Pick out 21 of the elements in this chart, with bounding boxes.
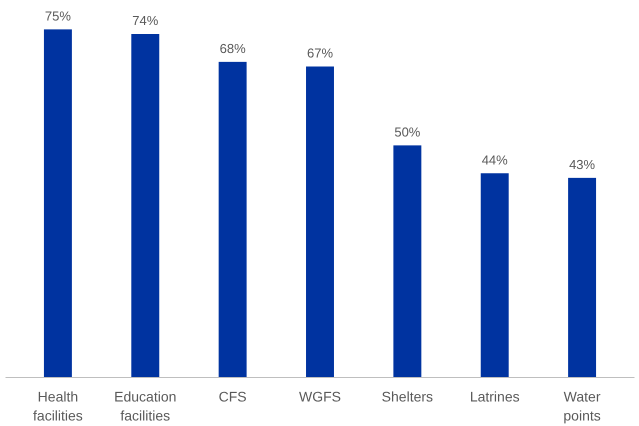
data-label: 43% <box>569 156 596 172</box>
data-label: 44% <box>482 152 508 168</box>
data-label: 74% <box>132 13 159 28</box>
x-tick-label: Education facilities <box>114 388 176 424</box>
bar <box>568 178 596 378</box>
bar <box>480 173 509 378</box>
x-tick-label: Latrines <box>470 388 520 404</box>
x-tick-label: Health facilities <box>33 388 83 424</box>
x-tick-label: Water points <box>563 388 601 424</box>
bar <box>218 62 247 378</box>
data-label: 68% <box>220 40 246 56</box>
x-tick-label: CFS <box>218 388 247 404</box>
x-tick-label: WGFS <box>299 388 342 404</box>
x-tick-label: Shelters <box>382 388 434 404</box>
bar <box>131 34 160 378</box>
bar <box>44 29 72 378</box>
data-label: 75% <box>44 8 72 24</box>
data-label: 67% <box>306 46 334 61</box>
bar <box>306 66 334 378</box>
data-label: 50% <box>394 124 421 140</box>
bar <box>393 145 422 378</box>
